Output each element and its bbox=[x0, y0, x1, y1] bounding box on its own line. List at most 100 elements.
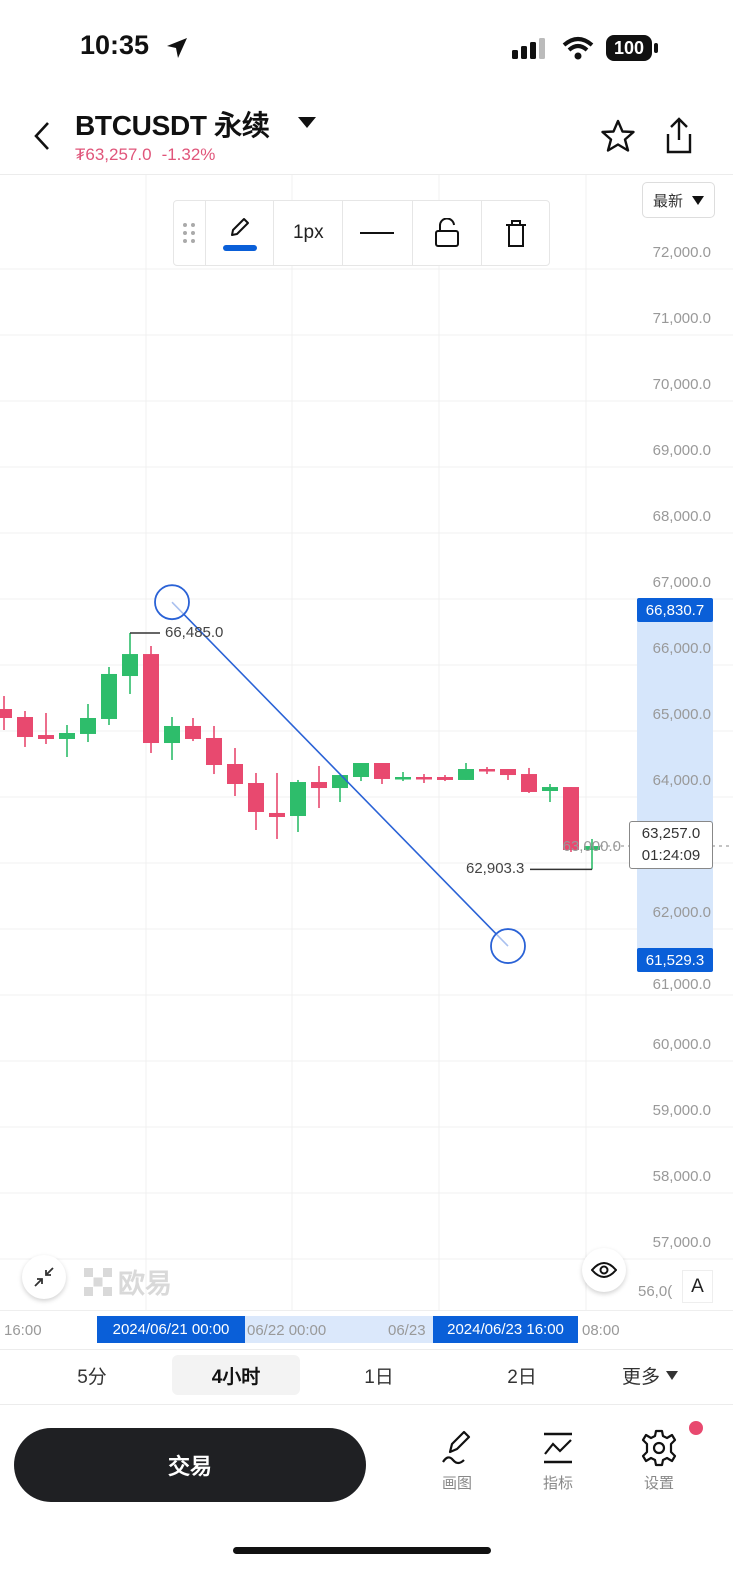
trend-line-end-time: 2024/06/23 16:00 bbox=[433, 1316, 578, 1343]
settings-button[interactable]: 设置 bbox=[624, 1428, 694, 1493]
price-axis-label: 66,000.0 bbox=[652, 640, 711, 657]
indicators-button[interactable]: 指标 bbox=[523, 1428, 593, 1493]
status-time: 10:35 bbox=[80, 30, 150, 60]
candle bbox=[374, 763, 390, 784]
tab-more-label: 更多 bbox=[621, 1366, 660, 1388]
candle-body bbox=[0, 709, 12, 718]
location-arrow-icon bbox=[167, 38, 187, 58]
candle bbox=[143, 645, 159, 753]
indicator-chart-icon bbox=[544, 1432, 572, 1464]
trend-line-handle[interactable] bbox=[154, 584, 190, 621]
price-axis-label: 65,000.0 bbox=[652, 706, 711, 723]
candle-body bbox=[248, 783, 264, 812]
candlestick-chart[interactable] bbox=[0, 175, 733, 1310]
low-marker-label: 62,903.3 bbox=[466, 860, 525, 878]
candle bbox=[248, 772, 264, 830]
candle bbox=[290, 779, 306, 832]
price-range-highlight bbox=[637, 610, 713, 961]
auto-scale-button[interactable]: A bbox=[682, 1270, 713, 1303]
visibility-toggle-button[interactable] bbox=[582, 1248, 626, 1292]
notification-dot bbox=[689, 1421, 703, 1435]
draw-button[interactable]: 画图 bbox=[422, 1428, 492, 1493]
indicators-label: 指标 bbox=[542, 1475, 573, 1492]
candle bbox=[458, 763, 474, 780]
candle bbox=[500, 769, 516, 780]
price-axis-label: 69,000.0 bbox=[652, 442, 711, 459]
price-axis-label: 59,000.0 bbox=[652, 1102, 711, 1119]
candle-body bbox=[206, 737, 222, 765]
collapse-chart-button[interactable] bbox=[22, 1255, 66, 1299]
trash-icon bbox=[505, 220, 526, 247]
gear-icon bbox=[641, 1429, 677, 1467]
price-type-label: 最新 bbox=[652, 192, 683, 210]
candle bbox=[80, 704, 96, 743]
drag-handle-icon bbox=[183, 223, 196, 243]
trend-line-handle[interactable] bbox=[490, 928, 526, 964]
eye-icon bbox=[591, 1262, 617, 1278]
price-axis-label: 58,000.0 bbox=[652, 1168, 711, 1185]
candle bbox=[353, 763, 369, 782]
price-axis-label: 67,000.0 bbox=[652, 574, 711, 591]
battery-indicator: 100 bbox=[606, 35, 652, 61]
candle bbox=[542, 783, 558, 803]
line-color-swatch bbox=[222, 245, 257, 251]
okx-logo-icon bbox=[84, 1267, 112, 1296]
collapse-arrows-icon bbox=[34, 1267, 54, 1287]
current-price: 63,257.0 bbox=[641, 825, 701, 842]
tab-1d[interactable]: 1日 bbox=[364, 1366, 394, 1388]
price-axis-label: 71,000.0 bbox=[652, 310, 711, 327]
trade-button[interactable]: 交易 bbox=[14, 1428, 366, 1502]
last-price: ₮63,257.0 bbox=[75, 145, 152, 164]
favorite-star-icon[interactable] bbox=[600, 118, 636, 154]
candle-body bbox=[59, 732, 75, 739]
settings-label: 设置 bbox=[643, 1475, 674, 1492]
tab-more[interactable]: 更多 bbox=[610, 1355, 690, 1395]
candle bbox=[38, 712, 54, 745]
price-axis-label: 61,000.0 bbox=[652, 976, 711, 993]
battery-cap bbox=[654, 43, 658, 53]
candle-body bbox=[185, 725, 201, 739]
share-icon[interactable] bbox=[663, 116, 695, 156]
high-marker-label: 66,485.0 bbox=[165, 623, 224, 641]
candle bbox=[206, 725, 222, 775]
candle bbox=[584, 838, 600, 870]
candle-body bbox=[101, 673, 117, 719]
candle-body bbox=[80, 717, 96, 734]
price-change: -1.32% bbox=[161, 145, 216, 164]
current-price-box: 63,257.0 01:24:09 bbox=[629, 821, 713, 869]
candle-body bbox=[374, 763, 390, 779]
candle-body bbox=[416, 777, 432, 780]
tabs-divider bbox=[0, 1404, 733, 1405]
back-icon[interactable] bbox=[30, 120, 54, 152]
time-label: 06/23 bbox=[388, 1322, 426, 1339]
candle bbox=[437, 775, 453, 782]
tab-4h[interactable]: 4小时 bbox=[172, 1355, 300, 1395]
watermark-text: 欧易 bbox=[118, 1269, 172, 1299]
instrument-title[interactable]: BTCUSDT 永续 bbox=[75, 110, 270, 141]
candle bbox=[521, 767, 537, 793]
tab-5min[interactable]: 5分 bbox=[77, 1366, 107, 1388]
price-type-dropdown[interactable]: 最新 bbox=[642, 182, 715, 218]
instrument-dropdown-icon[interactable] bbox=[297, 116, 317, 130]
delete-button[interactable] bbox=[481, 201, 549, 265]
candle bbox=[185, 717, 201, 742]
candle-body bbox=[143, 654, 159, 744]
candle-body bbox=[332, 775, 348, 789]
line-color-button[interactable] bbox=[204, 201, 274, 265]
solid-line-icon bbox=[360, 232, 395, 234]
line-style-button[interactable] bbox=[342, 201, 412, 265]
line-width-button[interactable]: 1px bbox=[273, 201, 342, 265]
drag-handle[interactable] bbox=[174, 201, 205, 265]
candle bbox=[269, 772, 285, 839]
candle bbox=[563, 787, 579, 852]
candle bbox=[59, 724, 75, 758]
price-axis-label: 60,000.0 bbox=[652, 1036, 711, 1053]
candle bbox=[416, 774, 432, 784]
timeframe-tabs: 5分 4小时 1日 2日 更多 bbox=[0, 1355, 733, 1401]
candle-body bbox=[521, 774, 537, 792]
candle-countdown: 01:24:09 bbox=[641, 847, 701, 864]
lock-button[interactable] bbox=[411, 201, 482, 265]
home-indicator[interactable] bbox=[233, 1547, 491, 1554]
tab-2d[interactable]: 2日 bbox=[507, 1366, 537, 1388]
time-axis-divider bbox=[0, 1310, 733, 1311]
